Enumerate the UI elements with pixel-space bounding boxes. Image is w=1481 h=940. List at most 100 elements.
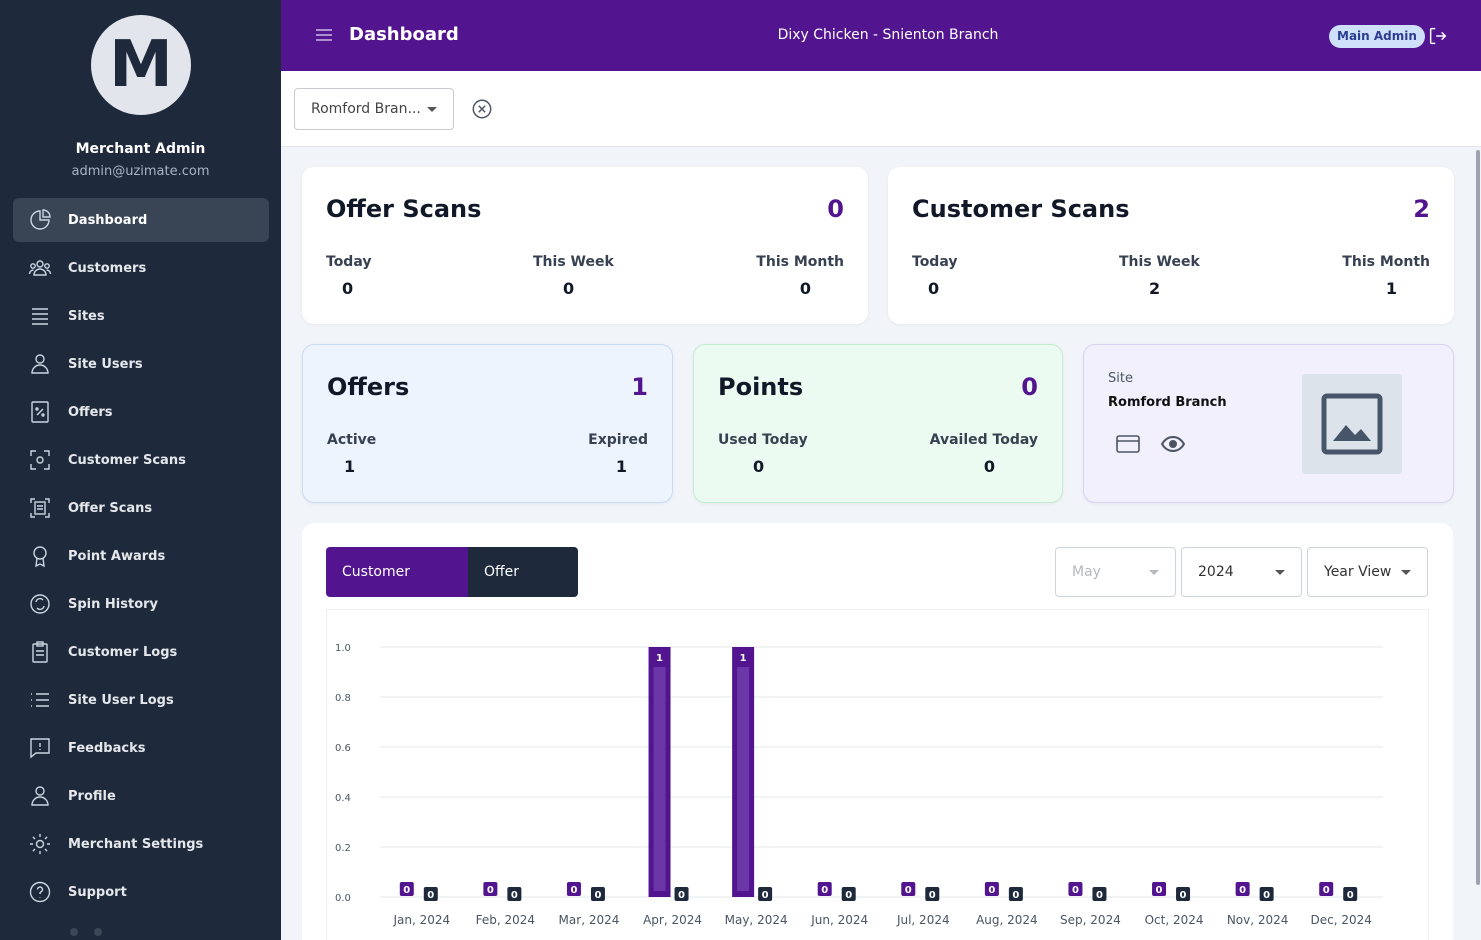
data-label-box (590, 887, 605, 901)
card-title: Offers (327, 373, 410, 401)
year-select-value: 2024 (1198, 564, 1234, 580)
data-label-box (901, 882, 916, 896)
stat-label: Used Today (718, 432, 808, 448)
offers-card: Offers 1 Active 1 Expired 1 (302, 344, 673, 503)
branch-title: Dixy Chicken - Snienton Branch (777, 27, 999, 43)
sidebar-item-customer-scans[interactable]: Customer Scans (13, 438, 269, 482)
stat-label: This Month (1342, 254, 1430, 270)
tab-offer-scans[interactable]: Offer Scans (468, 547, 578, 630)
role-badge: Main Admin (1329, 25, 1425, 48)
data-label-box (674, 887, 689, 901)
data-label: 0 (678, 890, 685, 901)
x-tick-label: Jun, 2024 (810, 913, 868, 927)
sidebar-item-label: Offer Scans (68, 500, 153, 516)
x-tick-label: Jul, 2024 (896, 913, 950, 927)
data-label-box (1176, 887, 1191, 901)
list-lines-icon (32, 308, 48, 325)
branch-select[interactable]: Romford Bran... (294, 88, 454, 130)
sidebar-item-label: Point Awards (68, 548, 166, 564)
customer-scans-card: Customer Scans 2 Today 0 This Week 2 Thi… (888, 167, 1454, 324)
data-label-box (984, 882, 999, 896)
data-label: 0 (929, 890, 936, 901)
data-label-box (566, 882, 581, 896)
data-label: 0 (594, 890, 601, 901)
logout-icon[interactable] (1427, 25, 1449, 47)
offer-scans-card: Offer Scans 0 Today 0 This Week 0 This M… (302, 167, 868, 324)
sidebar-item-label: Profile (68, 788, 116, 804)
sidebar-item-offer-scans[interactable]: Offer Scans (13, 486, 269, 530)
data-label-box (1319, 882, 1334, 896)
user-icon (31, 354, 49, 374)
view-select[interactable]: Year View (1307, 547, 1428, 597)
tab-customer-scans[interactable]: Customer Scans (326, 547, 468, 630)
site-card: Site Romford Branch (1083, 344, 1454, 503)
credit-card-icon[interactable] (1115, 433, 1141, 455)
gear-icon (30, 834, 50, 854)
award-ribbon-icon (33, 546, 47, 568)
data-label: 1 (656, 653, 663, 664)
y-tick-label: 0.6 (335, 743, 351, 754)
data-label: 0 (427, 890, 434, 901)
data-label: 0 (1323, 885, 1330, 896)
page-title: Dashboard (349, 24, 459, 45)
sidebar-item-offers[interactable]: Offers (13, 390, 269, 434)
stat-value: 0 (753, 457, 765, 476)
sidebar-item-spin-history[interactable]: Spin History (13, 582, 269, 626)
sidebar-item-customers[interactable]: Customers (13, 246, 269, 290)
sidebar-item-feedbacks[interactable]: Feedbacks (13, 726, 269, 770)
sidebar-item-site-user-logs[interactable]: Site User Logs (13, 678, 269, 722)
clear-filter-icon[interactable] (471, 98, 493, 120)
scrollbar-thumb[interactable] (1476, 150, 1480, 885)
stat-value: 1 (344, 457, 356, 476)
stat-label: Today (912, 254, 958, 270)
y-tick-label: 0.0 (335, 893, 351, 904)
y-tick-label: 0.8 (335, 693, 351, 704)
avatar[interactable]: M (91, 15, 191, 115)
data-label-box (1343, 887, 1358, 901)
eye-icon[interactable] (1160, 433, 1186, 455)
sidebar-item-merchant-settings[interactable]: Merchant Settings (13, 822, 269, 866)
data-label-box (1235, 882, 1250, 896)
data-label: 0 (570, 885, 577, 896)
sidebar-item-point-awards[interactable]: Point Awards (13, 534, 269, 578)
data-label-box (841, 887, 856, 901)
stat-value: 1 (615, 457, 627, 476)
pie-chart-icon (30, 209, 51, 230)
sidebar-item-label: Spin History (68, 596, 159, 612)
data-label: 0 (762, 890, 769, 901)
question-circle-icon (29, 881, 51, 903)
stat-value: 0 (342, 279, 354, 298)
sidebar-item-support[interactable]: Support (13, 870, 269, 914)
profile-icon (31, 786, 49, 806)
data-label: 0 (821, 885, 828, 896)
month-select[interactable]: May (1055, 547, 1176, 597)
chevron-down-icon (1275, 570, 1285, 575)
stat-value: 0 (928, 279, 940, 298)
data-label: 1 (740, 653, 747, 664)
data-label: 0 (905, 885, 912, 896)
data-label-box (1008, 887, 1023, 901)
stat-label: Active (327, 432, 377, 448)
stat-label: Expired (588, 432, 648, 448)
sidebar-item-profile[interactable]: Profile (13, 774, 269, 818)
card-total: 2 (1413, 195, 1430, 223)
data-label-box (1152, 882, 1167, 896)
sidebar-item-label: Offers (68, 404, 113, 420)
bar-chart: 0.0 0.2 0.4 0.6 0.8 1.0 Jan, 2024 0 0 Feb, 2024 0 0… (335, 643, 1383, 927)
data-label: 0 (1012, 890, 1019, 901)
sidebar-dots (70, 928, 102, 936)
sidebar-item-dashboard[interactable]: Dashboard (13, 198, 269, 242)
card-total: 0 (1021, 373, 1038, 401)
filter-bar: Romford Bran... (281, 71, 1481, 147)
sidebar-item-customer-logs[interactable]: Customer Logs (13, 630, 269, 674)
data-label: 0 (487, 885, 494, 896)
year-select[interactable]: 2024 (1181, 547, 1302, 597)
bullet-list-icon (31, 693, 49, 707)
chart-tabs: Customer Scans Offer Scans (326, 547, 578, 630)
sidebar-item-sites[interactable]: Sites (13, 294, 269, 338)
x-tick-label: Sep, 2024 (1060, 913, 1121, 927)
hamburger-menu-icon[interactable] (314, 25, 334, 45)
y-tick-label: 0.2 (335, 843, 351, 854)
sidebar-item-label: Sites (68, 308, 105, 324)
sidebar-item-site-users[interactable]: Site Users (13, 342, 269, 386)
